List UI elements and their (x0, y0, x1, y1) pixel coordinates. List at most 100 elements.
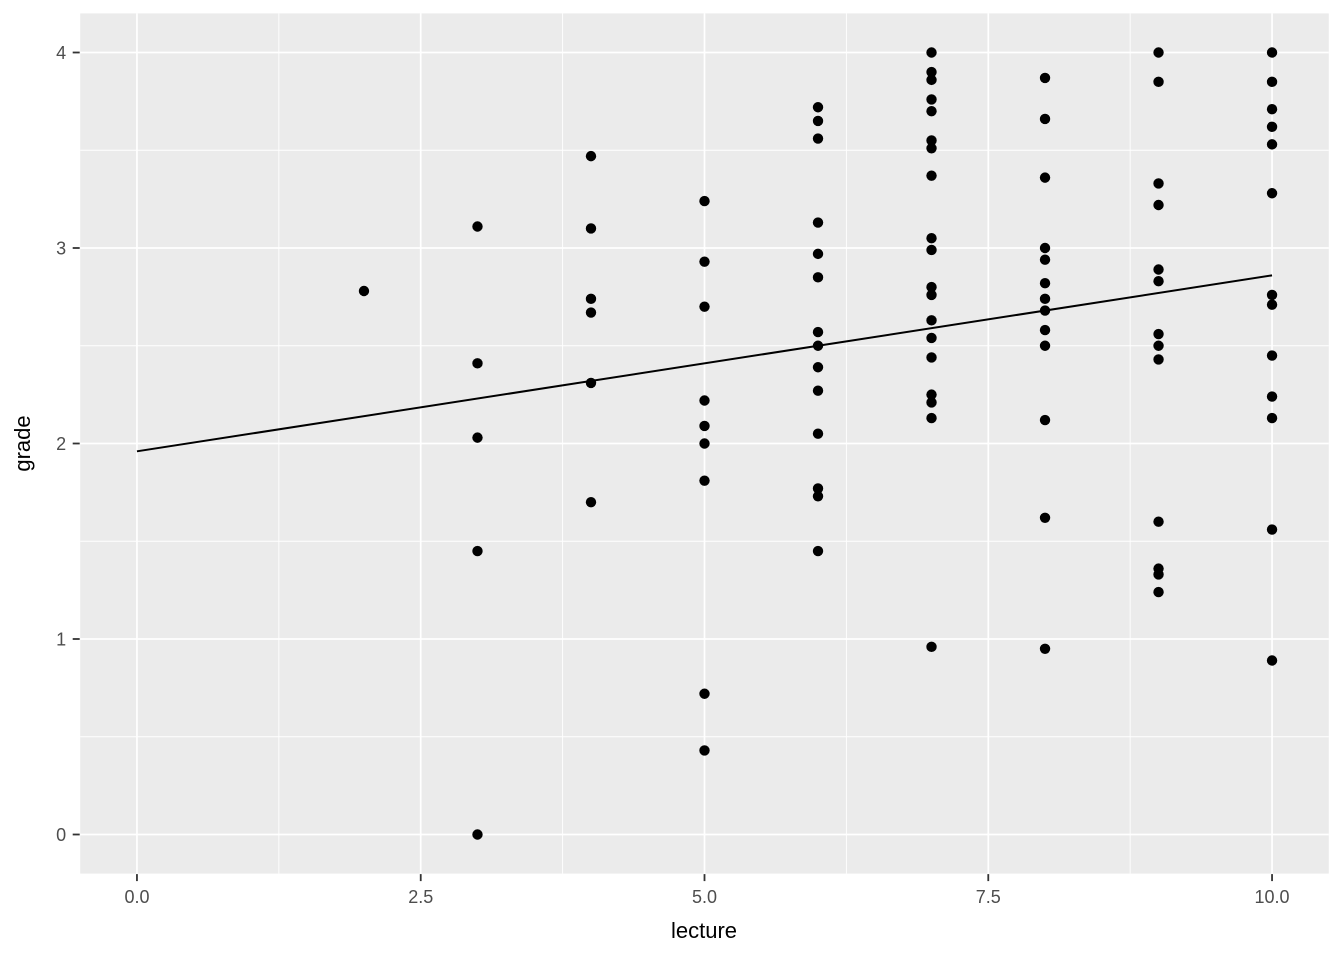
x-tick-label: 2.5 (408, 887, 433, 907)
data-point (1039, 254, 1051, 265)
data-point (1153, 354, 1164, 365)
data-point (926, 397, 937, 408)
data-point (926, 315, 937, 326)
trend-line (136, 274, 1273, 453)
data-point (1039, 293, 1051, 305)
data-point (1266, 350, 1278, 361)
x-tick-label: 10.0 (1255, 887, 1290, 907)
data-point (1266, 188, 1278, 199)
y-tick-label: 2 (56, 434, 66, 454)
data-point (926, 74, 937, 86)
data-point (1039, 113, 1051, 125)
data-point (812, 272, 824, 283)
y-tick-label: 1 (56, 630, 66, 650)
data-point (585, 377, 597, 389)
data-point (1039, 242, 1051, 254)
data-point (699, 475, 710, 486)
data-point (812, 115, 824, 127)
data-point (926, 244, 937, 256)
data-point (1153, 328, 1164, 340)
data-point (812, 545, 824, 557)
data-point (1266, 76, 1278, 88)
data-point (1153, 47, 1164, 58)
data-point (926, 389, 937, 400)
data-point (1153, 178, 1164, 189)
data-point (699, 256, 710, 267)
data-point (1266, 121, 1278, 132)
data-point (812, 248, 824, 260)
data-point (926, 281, 937, 293)
data-point (472, 432, 483, 443)
x-axis-title: lecture (671, 918, 737, 943)
data-point (699, 745, 710, 756)
data-point (1266, 103, 1278, 115)
data-point (472, 829, 483, 840)
x-tick-label: 7.5 (976, 887, 1001, 907)
y-tick-label: 4 (56, 43, 66, 63)
data-point (1039, 324, 1051, 336)
data-point (1039, 172, 1051, 183)
data-point (1039, 340, 1051, 351)
data-point (585, 307, 597, 318)
y-tick-label: 0 (56, 825, 66, 845)
data-point (699, 395, 710, 406)
data-point (1153, 76, 1164, 88)
data-point (926, 332, 937, 344)
data-point (585, 150, 597, 162)
data-point (699, 420, 710, 432)
data-point (812, 133, 824, 144)
data-point (699, 438, 710, 449)
y-tick-label: 3 (56, 239, 66, 259)
data-point (926, 289, 937, 301)
data-point (699, 301, 710, 312)
data-point (926, 47, 937, 58)
data-point (358, 285, 370, 297)
regression-line (136, 274, 1273, 453)
data-point (1153, 276, 1164, 287)
data-point (1266, 299, 1278, 310)
data-point (926, 105, 937, 117)
data-point (812, 483, 824, 494)
data-points (358, 47, 1278, 840)
data-point (1266, 524, 1278, 535)
data-point (1153, 569, 1164, 580)
data-point (1039, 643, 1051, 654)
data-point (1153, 264, 1164, 275)
data-point (1039, 72, 1051, 84)
x-tick-label: 0.0 (124, 887, 149, 907)
data-point (699, 688, 710, 699)
data-point (926, 143, 937, 154)
y-axis-title: grade (10, 415, 35, 471)
data-point (1153, 516, 1164, 527)
data-point (926, 641, 937, 653)
data-point (812, 491, 824, 502)
data-point (1039, 512, 1051, 523)
data-point (1153, 199, 1164, 211)
data-point (1153, 586, 1164, 598)
data-point (1266, 655, 1278, 666)
data-point (585, 293, 597, 305)
data-point (1266, 47, 1278, 58)
x-tick-label: 5.0 (692, 887, 717, 907)
data-point (926, 170, 937, 181)
data-point (699, 195, 710, 207)
data-point (926, 233, 937, 244)
data-point (1266, 139, 1278, 150)
data-point (1266, 412, 1278, 424)
data-point (1039, 277, 1051, 289)
data-point (812, 102, 824, 113)
data-point (472, 221, 483, 232)
data-point (926, 352, 937, 363)
data-point (472, 545, 483, 557)
data-point (812, 326, 824, 338)
data-point (926, 412, 937, 424)
data-point (812, 217, 824, 228)
data-point (812, 428, 824, 439)
data-point (1153, 340, 1164, 351)
y-axis: 0 1 2 3 4 (56, 43, 80, 845)
data-point (1266, 391, 1278, 402)
data-point (812, 385, 824, 396)
data-point (926, 66, 937, 78)
data-point (812, 362, 824, 373)
